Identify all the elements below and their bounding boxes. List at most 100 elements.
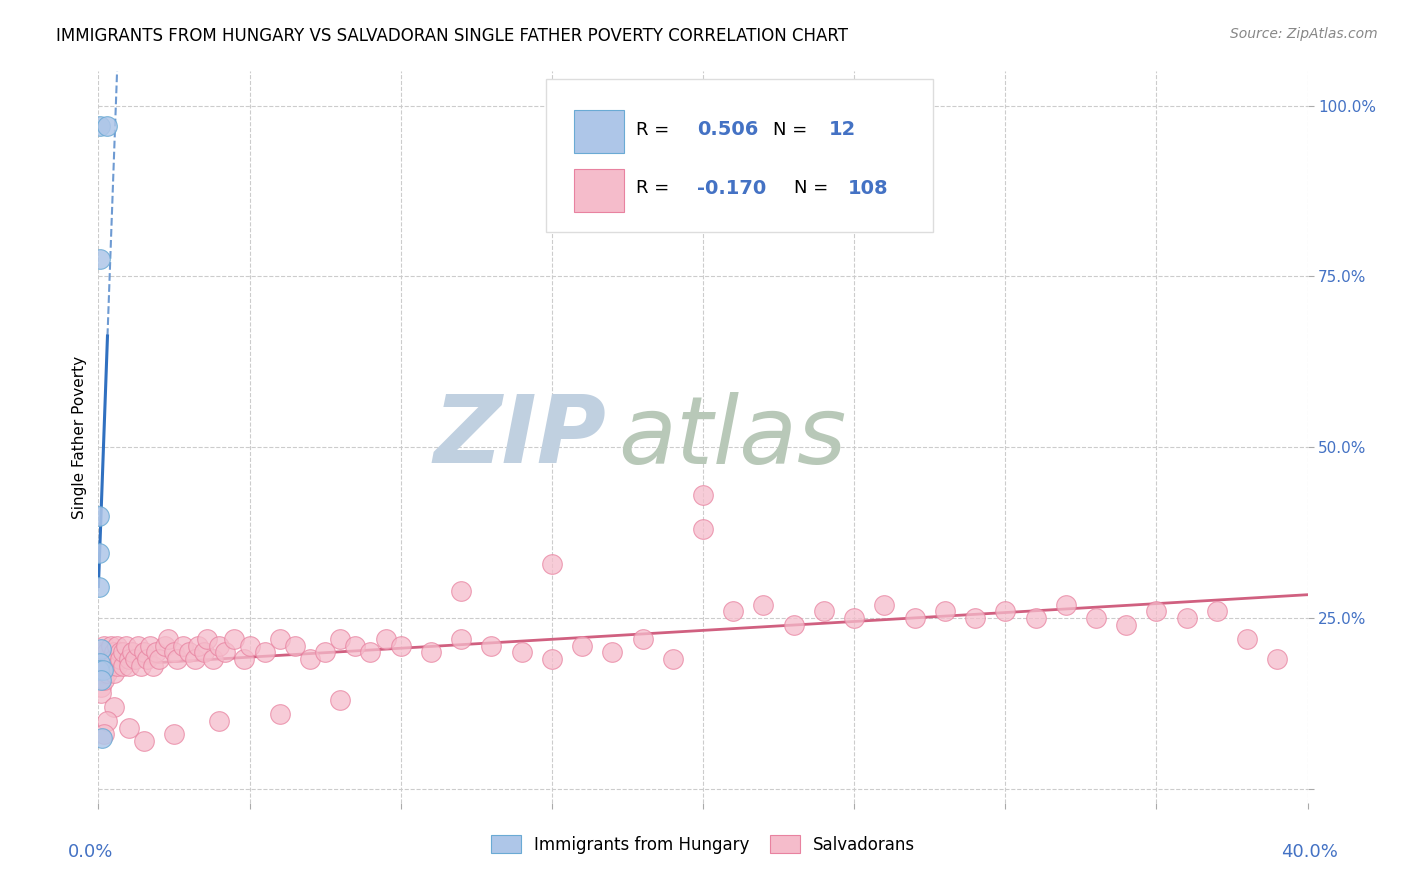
Point	[90, 665, 112, 680]
Point	[172, 639, 194, 653]
Point	[100, 652, 122, 666]
Point	[187, 639, 209, 653]
Point	[103, 700, 125, 714]
Point	[105, 659, 128, 673]
Point	[118, 659, 141, 673]
Point	[1085, 611, 1108, 625]
Point	[1236, 632, 1258, 646]
Point	[994, 604, 1017, 618]
Point	[89, 119, 111, 133]
Point	[89, 252, 111, 267]
Text: 0.506: 0.506	[697, 120, 758, 139]
Point	[132, 645, 155, 659]
Point	[96, 665, 118, 680]
Point	[540, 652, 562, 666]
Text: -0.170: -0.170	[697, 179, 766, 198]
Point	[329, 632, 352, 646]
Point	[90, 645, 112, 659]
Point	[90, 673, 112, 687]
Point	[111, 659, 134, 673]
Point	[284, 639, 307, 653]
Point	[208, 714, 231, 728]
Point	[153, 639, 176, 653]
Point	[232, 652, 254, 666]
Point	[239, 639, 262, 653]
Point	[90, 652, 112, 666]
Point	[129, 659, 152, 673]
Point	[103, 645, 125, 659]
Point	[114, 639, 136, 653]
Point	[481, 639, 503, 653]
Point	[374, 632, 396, 646]
Y-axis label: Single Father Poverty: Single Father Poverty	[72, 356, 87, 518]
Point	[752, 598, 775, 612]
Point	[96, 659, 118, 673]
Point	[90, 642, 112, 657]
Point	[145, 645, 167, 659]
Point	[90, 680, 112, 694]
Point	[299, 652, 322, 666]
Point	[90, 686, 112, 700]
Point	[1054, 598, 1077, 612]
Point	[344, 639, 367, 653]
Point	[93, 727, 115, 741]
Text: ZIP: ZIP	[433, 391, 606, 483]
Point	[844, 611, 866, 625]
Point	[1024, 611, 1046, 625]
Text: 108: 108	[848, 179, 889, 198]
Point	[934, 604, 956, 618]
Point	[87, 546, 110, 560]
Point	[1267, 652, 1289, 666]
Text: R =: R =	[637, 179, 675, 197]
Point	[314, 645, 336, 659]
Point	[121, 645, 143, 659]
Point	[510, 645, 533, 659]
Point	[184, 652, 207, 666]
Point	[87, 581, 110, 595]
Point	[1115, 618, 1137, 632]
Point	[269, 706, 291, 721]
Point	[873, 598, 896, 612]
Point	[118, 652, 141, 666]
Text: atlas: atlas	[619, 392, 846, 483]
Point	[1175, 611, 1198, 625]
Point	[127, 639, 149, 653]
Point	[904, 611, 927, 625]
Point	[1144, 604, 1167, 618]
Point	[540, 557, 562, 571]
Point	[108, 652, 131, 666]
Point	[111, 645, 134, 659]
Point	[965, 611, 987, 625]
Text: N =: N =	[793, 179, 828, 197]
Point	[692, 522, 714, 536]
Point	[450, 632, 472, 646]
FancyBboxPatch shape	[574, 169, 624, 211]
Point	[93, 673, 115, 687]
Point	[89, 508, 111, 523]
Point	[108, 645, 131, 659]
Text: R =: R =	[637, 121, 675, 139]
Point	[135, 652, 157, 666]
Point	[661, 652, 683, 666]
Point	[90, 673, 112, 687]
Text: 0.0%: 0.0%	[69, 843, 114, 861]
Point	[148, 652, 170, 666]
Point	[100, 659, 122, 673]
Point	[96, 119, 118, 133]
Point	[602, 645, 624, 659]
Text: 40.0%: 40.0%	[1281, 843, 1339, 861]
Point	[202, 652, 225, 666]
Point	[105, 639, 128, 653]
Point	[329, 693, 352, 707]
Point	[193, 645, 215, 659]
Point	[450, 583, 472, 598]
Point	[166, 652, 188, 666]
Point	[571, 639, 593, 653]
Point	[124, 652, 146, 666]
Point	[139, 639, 162, 653]
Point	[93, 645, 115, 659]
Point	[90, 659, 112, 673]
Point	[156, 632, 179, 646]
Point	[253, 645, 276, 659]
FancyBboxPatch shape	[546, 78, 932, 232]
